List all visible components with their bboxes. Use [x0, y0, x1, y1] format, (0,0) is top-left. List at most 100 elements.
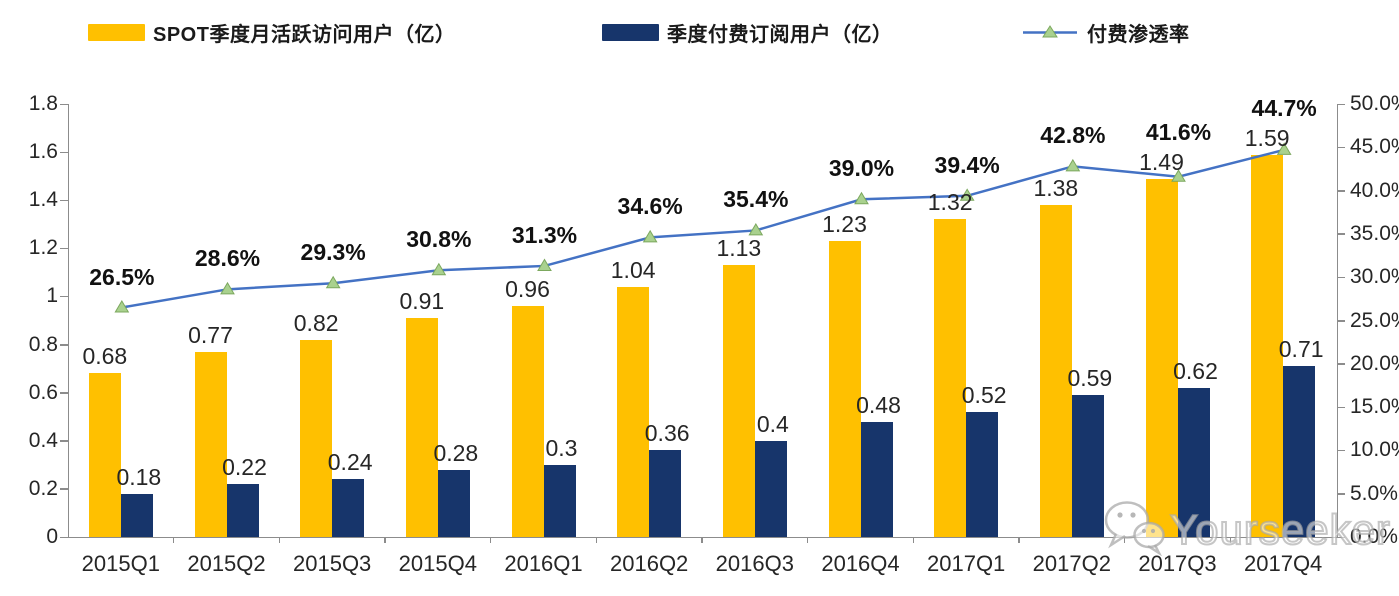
bar-label-mau: 1.13 [716, 235, 762, 262]
x-tick-label: 2015Q1 [81, 551, 160, 576]
bar-label-mau: 0.82 [293, 309, 339, 336]
bar-label-paid: 0.62 [1173, 357, 1218, 384]
bar-label-paid: 0.48 [856, 391, 901, 418]
y-tick-label-right: 5.0% [1350, 481, 1398, 505]
bar-label-mau: 1.23 [822, 211, 867, 238]
bar-mau [1039, 205, 1072, 537]
bar-label-paid: 0.28 [433, 439, 479, 466]
x-axis-tick [595, 537, 598, 543]
bar-mau [934, 219, 967, 537]
x-tick-label: 2017Q4 [1244, 551, 1323, 576]
penetration-point [325, 275, 341, 289]
legend-item-paid: 季度付费订阅用户（亿） [602, 20, 893, 46]
bar-paid [332, 479, 365, 537]
bar-paid [966, 411, 999, 537]
bar-label-paid: 0.36 [644, 420, 690, 447]
penetration-label: 41.6% [1145, 118, 1212, 145]
bar-paid [860, 421, 893, 537]
y-tick-label-left: 1.6 [28, 140, 58, 164]
bar-label-paid: 0.71 [1278, 336, 1324, 363]
y-tick-label-left: 0.2 [28, 476, 58, 500]
bar-mau [722, 265, 755, 537]
x-tick-label: 2016Q1 [504, 551, 583, 576]
y-tick-label-right: 30.0% [1350, 265, 1399, 289]
x-tick-label: 2015Q3 [293, 551, 372, 576]
penetration-label: 44.7% [1251, 94, 1317, 121]
bar-mau [511, 306, 544, 537]
right-axis-tick [1337, 320, 1345, 322]
y-tick-label-right: 45.0% [1350, 135, 1399, 159]
left-axis-tick [60, 440, 68, 442]
left-axis-tick [60, 103, 68, 105]
y-tick-label-left: 0 [46, 525, 58, 548]
x-axis-tick [172, 537, 175, 543]
bar-paid [649, 450, 682, 537]
y-tick-label-right: 0.0% [1350, 525, 1398, 548]
mau-series-swatch [88, 23, 145, 41]
bar-mau [1145, 178, 1178, 537]
bar-label-paid: 0.24 [327, 449, 373, 476]
x-axis-tick [1123, 537, 1126, 543]
bar-paid [1283, 366, 1316, 537]
bar-label-mau: 0.77 [188, 321, 233, 348]
y-tick-label-left: 0.6 [28, 380, 58, 404]
penetration-point [642, 229, 658, 243]
left-axis-tick [60, 488, 68, 490]
y-tick-label-right: 50.0% [1350, 92, 1399, 115]
right-axis-tick [1337, 406, 1345, 409]
legend-label-mau: SPOT季度月活跃访问用户（亿） [153, 23, 456, 46]
penetration-label: 34.6% [617, 193, 683, 220]
bar-paid [437, 469, 470, 537]
left-axis-tick [60, 199, 68, 202]
bar-label-paid: 0.18 [116, 463, 162, 490]
bar-label-mau: 0.96 [505, 276, 550, 303]
y-tick-label-left: 0.8 [28, 332, 58, 356]
penetration-label: 42.8% [1040, 122, 1106, 149]
left-axis-tick [60, 344, 68, 346]
x-axis-tick [278, 537, 281, 543]
right-axis-tick [1337, 190, 1345, 192]
bar-label-mau: 0.91 [399, 288, 445, 315]
y-tick-label-right: 10.0% [1350, 438, 1399, 462]
penetration-line [114, 142, 1292, 313]
y-tick-label-left: 1.4 [28, 188, 58, 212]
right-axis-tick [1337, 449, 1345, 452]
bar-label-mau: 1.32 [927, 189, 973, 216]
y-tick-label-left: 1 [46, 284, 58, 308]
legend-item-penetration: 付费渗透率 [1023, 20, 1190, 46]
right-axis-tick [1337, 146, 1345, 149]
left-axis-tick [60, 151, 68, 154]
left-axis-tick [60, 536, 68, 538]
bar-label-mau: 1.04 [610, 256, 656, 283]
line-marker-icon [1023, 24, 1077, 41]
right-axis-tick [1337, 103, 1345, 105]
x-tick-label: 2016Q3 [715, 551, 794, 576]
y-tick-label-right: 35.0% [1350, 221, 1399, 245]
right-axis-tick [1337, 363, 1345, 365]
bar-paid [1177, 387, 1210, 537]
penetration-label: 31.3% [511, 221, 578, 248]
legend-label-penetration: 付费渗透率 [1087, 23, 1190, 46]
legend-item-mau: SPOT季度月活跃访问用户（亿） [88, 20, 456, 46]
penetration-label: 39.4% [934, 151, 1000, 178]
x-axis-tick [1018, 537, 1020, 543]
penetration-line-path [121, 148, 1285, 309]
bar-paid [120, 493, 153, 537]
bar-label-mau: 1.38 [1033, 175, 1079, 202]
x-tick-label: 2017Q1 [927, 551, 1006, 576]
right-axis-tick [1337, 233, 1345, 235]
penetration-point [1065, 158, 1081, 172]
bar-paid [543, 464, 576, 537]
y-tick-label-left: 1.2 [28, 236, 58, 260]
bar-label-mau: 1.49 [1139, 148, 1184, 175]
left-axis-tick [60, 392, 68, 394]
penetration-label: 35.4% [723, 186, 789, 213]
penetration-point [220, 281, 235, 295]
paid-series-swatch [602, 23, 659, 41]
bar-label-paid: 0.4 [756, 410, 789, 437]
x-axis-tick [806, 537, 809, 543]
right-axis-tick [1337, 536, 1345, 538]
penetration-label: 26.5% [89, 263, 155, 290]
bar-label-paid: 0.52 [961, 381, 1007, 408]
